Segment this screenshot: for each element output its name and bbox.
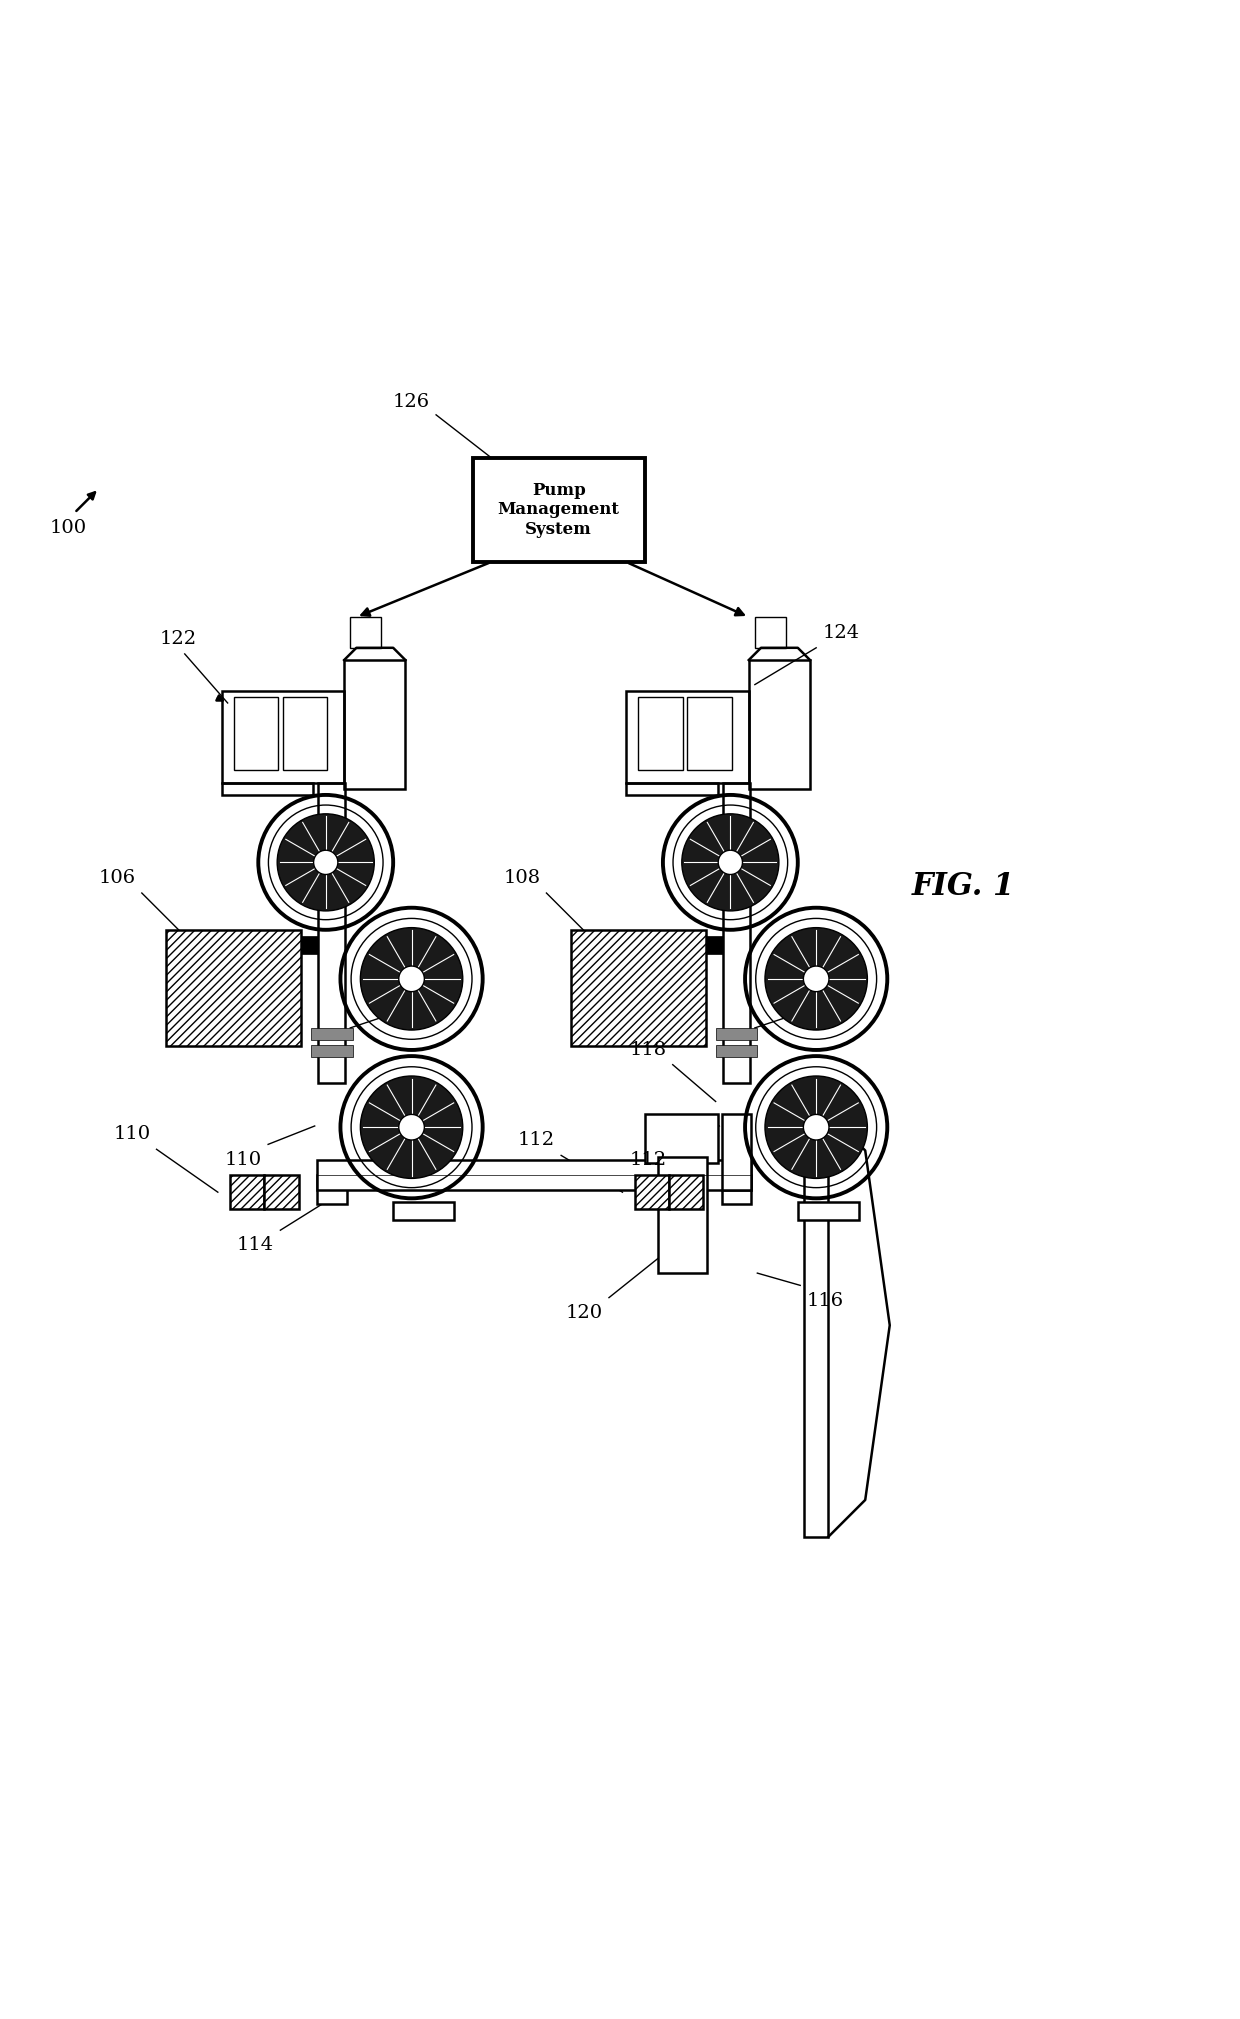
Text: 112: 112 — [518, 1131, 556, 1149]
Bar — [319, 783, 346, 1082]
Bar — [687, 697, 732, 771]
Bar — [804, 1114, 828, 1536]
Circle shape — [361, 1076, 463, 1179]
Bar — [311, 1028, 352, 1040]
Bar — [639, 697, 682, 771]
Bar — [797, 1201, 859, 1219]
Circle shape — [765, 927, 868, 1030]
Bar — [626, 690, 749, 783]
Bar — [166, 931, 301, 1046]
Text: Pump
Management
System: Pump Management System — [497, 483, 620, 537]
Bar — [231, 1175, 264, 1209]
Bar — [345, 660, 405, 789]
Bar — [283, 697, 327, 771]
Text: 110: 110 — [224, 1151, 262, 1169]
Bar — [626, 783, 718, 795]
Bar — [722, 1175, 751, 1205]
Circle shape — [718, 850, 743, 874]
Circle shape — [361, 927, 463, 1030]
Text: 106: 106 — [98, 868, 135, 886]
Text: 114: 114 — [237, 1236, 274, 1254]
Circle shape — [765, 1076, 868, 1179]
Text: 118: 118 — [630, 1040, 667, 1058]
Bar — [264, 1175, 299, 1209]
Bar — [706, 937, 723, 955]
Text: 104: 104 — [816, 985, 853, 1003]
Text: 110: 110 — [113, 1125, 150, 1143]
Text: 102: 102 — [412, 985, 449, 1003]
Text: 108: 108 — [503, 868, 541, 886]
Text: 126: 126 — [393, 394, 430, 412]
Bar — [570, 931, 706, 1046]
Bar — [715, 1028, 758, 1040]
Bar — [222, 783, 314, 795]
Bar — [658, 1157, 707, 1274]
Text: 116: 116 — [806, 1292, 843, 1310]
Bar — [749, 660, 810, 789]
Bar — [722, 1114, 751, 1189]
Bar — [234, 697, 278, 771]
Text: 120: 120 — [565, 1304, 603, 1322]
Bar — [670, 1175, 703, 1209]
Text: 122: 122 — [160, 630, 197, 648]
Circle shape — [399, 965, 424, 991]
Text: 124: 124 — [822, 624, 859, 642]
Circle shape — [278, 814, 374, 911]
Bar — [723, 783, 750, 1082]
Bar — [317, 1161, 751, 1189]
Bar — [317, 1175, 346, 1205]
Circle shape — [804, 965, 830, 991]
Bar — [301, 937, 319, 955]
Circle shape — [804, 1114, 830, 1141]
Text: 112: 112 — [630, 1151, 667, 1169]
Circle shape — [314, 850, 337, 874]
Bar — [222, 690, 345, 783]
Bar — [311, 1046, 352, 1058]
Bar — [755, 618, 785, 648]
Bar — [715, 1046, 758, 1058]
Text: 100: 100 — [50, 519, 87, 537]
Bar — [393, 1201, 455, 1219]
Circle shape — [399, 1114, 424, 1141]
Bar — [472, 458, 645, 561]
Bar — [645, 1114, 718, 1163]
Circle shape — [682, 814, 779, 911]
Bar — [635, 1175, 670, 1209]
Bar — [350, 618, 381, 648]
Text: FIG. 1: FIG. 1 — [911, 872, 1014, 902]
